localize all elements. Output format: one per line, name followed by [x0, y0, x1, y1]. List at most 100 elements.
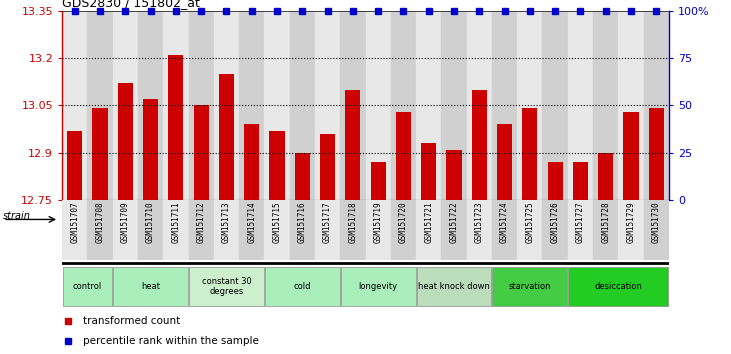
- Bar: [67, 131, 83, 200]
- Bar: [265, 267, 340, 306]
- Bar: [395, 112, 411, 200]
- Text: GSM151728: GSM151728: [601, 201, 610, 243]
- Bar: [447, 149, 461, 200]
- Bar: [391, 11, 416, 200]
- Text: GSM151712: GSM151712: [197, 201, 205, 243]
- Text: GSM151723: GSM151723: [474, 201, 484, 243]
- Bar: [341, 267, 415, 306]
- Bar: [289, 11, 315, 200]
- Text: constant 30
degrees: constant 30 degrees: [202, 277, 251, 296]
- Bar: [239, 11, 265, 200]
- Bar: [118, 83, 133, 200]
- Text: heat: heat: [141, 282, 160, 291]
- Bar: [219, 74, 234, 200]
- Bar: [113, 200, 138, 260]
- Bar: [573, 162, 588, 200]
- Bar: [568, 11, 593, 200]
- Bar: [340, 200, 366, 260]
- Text: GSM151721: GSM151721: [424, 201, 433, 243]
- Bar: [213, 200, 239, 260]
- Bar: [63, 267, 112, 306]
- Bar: [643, 200, 669, 260]
- Text: GSM151722: GSM151722: [450, 201, 458, 243]
- Bar: [366, 11, 391, 200]
- Text: GSM151719: GSM151719: [374, 201, 382, 243]
- Text: desiccation: desiccation: [594, 282, 643, 291]
- Bar: [213, 11, 239, 200]
- Bar: [548, 162, 563, 200]
- Text: GSM151708: GSM151708: [96, 201, 105, 243]
- Bar: [265, 200, 289, 260]
- Text: GSM151709: GSM151709: [121, 201, 130, 243]
- Bar: [189, 11, 213, 200]
- Bar: [522, 108, 537, 200]
- Bar: [466, 200, 492, 260]
- Bar: [471, 90, 487, 200]
- Text: GSM151729: GSM151729: [626, 201, 635, 243]
- Bar: [593, 11, 618, 200]
- Bar: [244, 124, 260, 200]
- Bar: [366, 200, 391, 260]
- Bar: [163, 200, 189, 260]
- Bar: [371, 162, 386, 200]
- Bar: [391, 200, 416, 260]
- Text: GDS2830 / 151802_at: GDS2830 / 151802_at: [62, 0, 200, 10]
- Bar: [194, 105, 209, 200]
- Bar: [345, 90, 360, 200]
- Bar: [62, 200, 88, 260]
- Bar: [62, 11, 88, 200]
- Text: GSM151724: GSM151724: [500, 201, 509, 243]
- Text: GSM151716: GSM151716: [298, 201, 307, 243]
- Text: GSM151725: GSM151725: [526, 201, 534, 243]
- Text: GSM151730: GSM151730: [652, 201, 661, 243]
- Text: GSM151727: GSM151727: [576, 201, 585, 243]
- Bar: [189, 200, 213, 260]
- Bar: [643, 11, 669, 200]
- Text: heat knock down: heat knock down: [418, 282, 490, 291]
- Bar: [442, 200, 466, 260]
- Bar: [542, 200, 568, 260]
- Text: GSM151714: GSM151714: [247, 201, 257, 243]
- Bar: [624, 112, 638, 200]
- Bar: [239, 200, 265, 260]
- Text: control: control: [73, 282, 102, 291]
- Bar: [265, 11, 289, 200]
- Text: GSM151711: GSM151711: [171, 201, 181, 243]
- Text: strain: strain: [3, 211, 31, 221]
- Bar: [648, 108, 664, 200]
- Text: GSM151707: GSM151707: [70, 201, 79, 243]
- Bar: [421, 143, 436, 200]
- Bar: [518, 200, 542, 260]
- Bar: [270, 131, 284, 200]
- Bar: [168, 55, 183, 200]
- Bar: [466, 11, 492, 200]
- Bar: [497, 124, 512, 200]
- Bar: [492, 11, 517, 200]
- Bar: [442, 11, 466, 200]
- Bar: [295, 153, 310, 200]
- Text: GSM151720: GSM151720: [399, 201, 408, 243]
- Bar: [320, 134, 335, 200]
- Bar: [113, 11, 138, 200]
- Bar: [417, 267, 491, 306]
- Bar: [138, 200, 163, 260]
- Text: GSM151718: GSM151718: [349, 201, 357, 243]
- Bar: [618, 200, 643, 260]
- Bar: [542, 11, 568, 200]
- Text: GSM151726: GSM151726: [550, 201, 560, 243]
- Bar: [598, 153, 613, 200]
- Bar: [315, 11, 340, 200]
- Bar: [568, 200, 593, 260]
- Text: starvation: starvation: [509, 282, 551, 291]
- Bar: [88, 11, 113, 200]
- Bar: [163, 11, 189, 200]
- Bar: [88, 200, 113, 260]
- Bar: [289, 200, 315, 260]
- Text: longevity: longevity: [359, 282, 398, 291]
- Bar: [113, 267, 188, 306]
- Bar: [189, 267, 264, 306]
- Bar: [568, 267, 668, 306]
- Bar: [416, 200, 442, 260]
- Bar: [517, 11, 542, 200]
- Text: GSM151715: GSM151715: [273, 201, 281, 243]
